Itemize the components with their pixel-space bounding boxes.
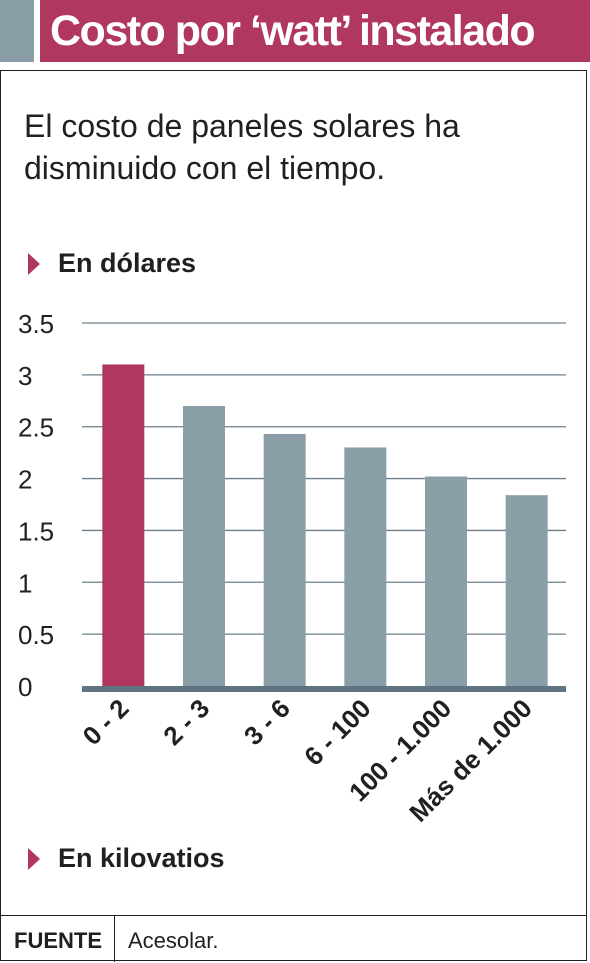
x-tick-label: 3 - 6	[238, 693, 296, 751]
y-tick-label: 1	[18, 568, 32, 598]
header-bar: Costo por ‘watt’ instalado	[40, 0, 590, 62]
x-tick-label: 6 - 100	[298, 693, 376, 771]
content-frame	[0, 70, 587, 961]
bar-2	[183, 405, 225, 686]
source-text: Acesolar.	[128, 928, 219, 953]
y-tick-label: 0	[18, 672, 32, 702]
y-tick-label: 0.5	[18, 620, 54, 650]
y-tick-label: 2	[18, 465, 32, 495]
y-tick-label: 3	[18, 361, 32, 391]
y-axis-label: En dólares	[28, 248, 196, 279]
x-tick-label: 0 - 2	[77, 693, 135, 751]
bar-5	[425, 476, 467, 686]
x-axis-baseline	[82, 686, 566, 692]
bar-1	[102, 364, 145, 686]
y-axis-label-text: En dólares	[58, 248, 197, 278]
triangle-bullet-icon	[28, 847, 40, 870]
footer-column-divider	[114, 916, 115, 962]
bar-6	[505, 495, 548, 686]
bar-4	[344, 447, 387, 686]
x-tick-label: 2 - 3	[157, 693, 215, 751]
header-accent-block	[0, 0, 34, 62]
chart-subtitle: El costo de paneles solares ha disminuid…	[24, 108, 460, 186]
bar-3	[263, 433, 306, 686]
footer-divider-line	[0, 915, 587, 916]
page-title: Costo por ‘watt’ instalado	[50, 7, 536, 55]
y-tick-label: 1.5	[18, 516, 54, 546]
source-label: FUENTE	[14, 928, 102, 953]
y-tick-label: 3.5	[18, 309, 54, 339]
x-axis-label: En kilovatios	[28, 843, 225, 874]
header: Costo por ‘watt’ instalado	[0, 0, 590, 62]
x-axis-label-text: En kilovatios	[58, 843, 225, 873]
y-tick-label: 2.5	[18, 413, 54, 443]
triangle-bullet-icon	[28, 252, 40, 275]
